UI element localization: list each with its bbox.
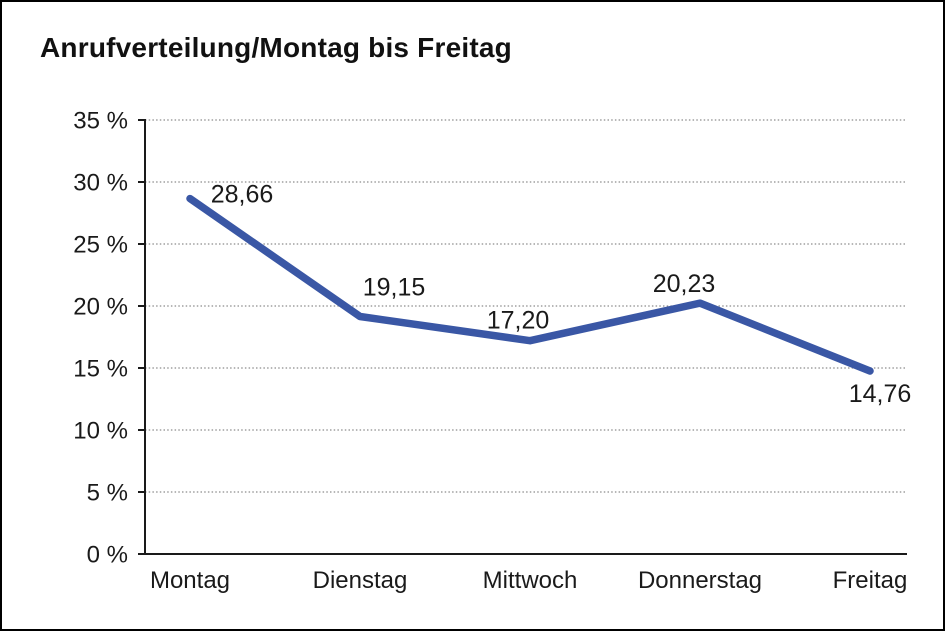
y-axis-label: 10 % — [73, 418, 128, 445]
y-axis-label: 20 % — [73, 294, 128, 321]
x-axis-label: Dienstag — [313, 567, 408, 594]
data-point-label: 19,15 — [363, 274, 426, 302]
x-axis-label: Mittwoch — [483, 567, 578, 594]
y-axis-label: 30 % — [73, 170, 128, 197]
x-axis-label: Montag — [150, 567, 230, 594]
y-axis-label: 5 % — [87, 480, 128, 507]
y-axis-label: 35 % — [73, 108, 128, 135]
data-point-label: 14,76 — [849, 380, 912, 408]
x-axis-label: Freitag — [833, 567, 908, 594]
chart-title: Anrufverteilung/Montag bis Freitag — [40, 32, 512, 63]
y-axis-label: 0 % — [87, 542, 128, 569]
data-point-label: 17,20 — [487, 307, 550, 335]
y-axis-label: 15 % — [73, 356, 128, 383]
data-point-label: 28,66 — [211, 181, 274, 209]
y-axis-label: 25 % — [73, 232, 128, 259]
x-axis-label: Donnerstag — [638, 567, 762, 594]
data-point-label: 20,23 — [653, 270, 716, 298]
data-line-series — [186, 194, 874, 375]
